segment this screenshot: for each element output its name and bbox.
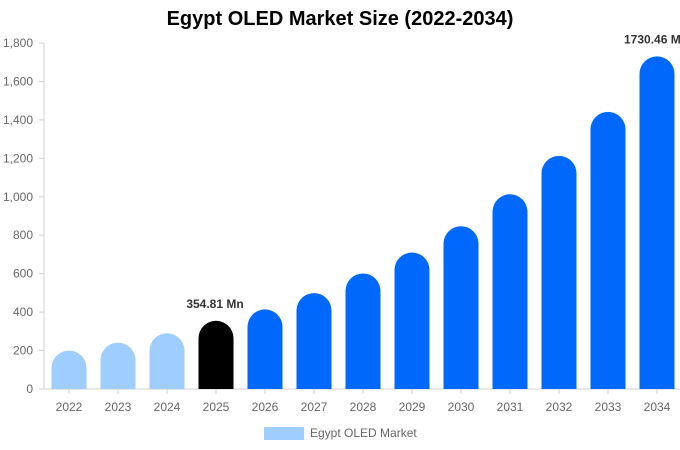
x-tick-label: 2024 <box>154 400 181 414</box>
y-tick-label: 1,800 <box>3 36 33 50</box>
data-label: 1730.46 Mn <box>624 32 680 46</box>
bar <box>149 333 185 389</box>
bar <box>394 252 430 389</box>
x-tick-label: 2029 <box>399 400 426 414</box>
x-tick-label: 2023 <box>105 400 132 414</box>
bar <box>198 320 234 389</box>
y-tick-label: 1,000 <box>3 190 33 204</box>
bar <box>443 226 479 389</box>
bar <box>100 342 136 389</box>
x-tick-label: 2034 <box>644 400 671 414</box>
x-tick-label: 2033 <box>595 400 622 414</box>
bar <box>247 309 283 389</box>
bar <box>345 273 381 389</box>
y-tick-label: 1,200 <box>3 151 33 165</box>
x-tick-label: 2025 <box>203 400 230 414</box>
data-label: 354.81 Mn <box>186 297 243 311</box>
bar <box>541 155 577 389</box>
x-tick-label: 2026 <box>252 400 279 414</box>
x-tick-label: 2032 <box>546 400 573 414</box>
legend-label: Egypt OLED Market <box>310 426 417 440</box>
bar <box>296 293 332 389</box>
x-tick-label: 2028 <box>350 400 377 414</box>
y-tick-label: 1,600 <box>3 74 33 88</box>
x-tick-label: 2027 <box>301 400 328 414</box>
x-tick-label: 2030 <box>448 400 475 414</box>
legend[interactable]: Egypt OLED Market <box>264 424 417 442</box>
bar <box>639 56 675 390</box>
y-tick-label: 0 <box>26 382 33 396</box>
bar <box>492 194 528 389</box>
x-tick-label: 2031 <box>497 400 524 414</box>
chart-title: Egypt OLED Market Size (2022-2034) <box>166 8 514 30</box>
bar <box>590 111 626 389</box>
y-tick-label: 600 <box>13 267 33 281</box>
y-tick-label: 800 <box>13 228 33 242</box>
y-tick-label: 200 <box>13 344 33 358</box>
legend-swatch <box>264 426 304 440</box>
y-tick-label: 1,400 <box>3 113 33 127</box>
x-tick-label: 2022 <box>56 400 83 414</box>
y-tick-label: 400 <box>13 305 33 319</box>
bar <box>51 350 87 389</box>
